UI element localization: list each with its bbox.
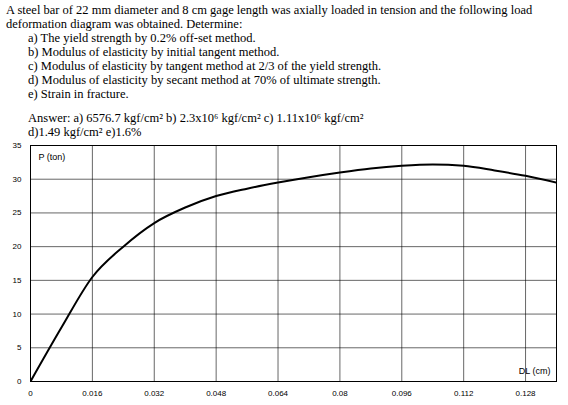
svg-text:5: 5 [17, 343, 22, 352]
html-text:a) The yield strength by 0.2%: a) The yield strength by 0.2% off-set me… [28, 31, 256, 45]
svg-text:0.048: 0.048 [206, 389, 227, 398]
html-text:d) Modulus of elasticity by se: d) Modulus of elasticity by secant metho… [28, 73, 381, 87]
html-text:d)1.49 kgf/cm² e)1.6%: d)1.49 kgf/cm² e)1.6% [28, 125, 142, 139]
svg-text:0: 0 [28, 389, 33, 398]
svg-text:P (ton): P (ton) [39, 152, 66, 162]
svg-text:10: 10 [13, 310, 22, 319]
svg-text:0.08: 0.08 [332, 389, 348, 398]
svg-text:20: 20 [13, 242, 22, 251]
svg-text:0.128: 0.128 [516, 389, 537, 398]
svg-text:30: 30 [13, 175, 22, 184]
svg-text:0.064: 0.064 [268, 389, 289, 398]
html-text:b) Modulus of elasticity by in: b) Modulus of elasticity by initial tang… [28, 45, 280, 59]
svg-text:35: 35 [13, 141, 22, 150]
html-text:c) Modulus of elasticity by ta: c) Modulus of elasticity by tangent meth… [28, 59, 382, 73]
svg-text:0: 0 [17, 377, 22, 386]
svg-text:0.016: 0.016 [82, 389, 103, 398]
svg-text:0.096: 0.096 [392, 389, 413, 398]
svg-text:15: 15 [13, 276, 22, 285]
html-text:A steel bar of 22 mm diameter: A steel bar of 22 mm diameter and 8 cm g… [6, 3, 533, 31]
svg-text:DL (cm): DL (cm) [519, 366, 551, 376]
html-text:Answer: a) 6576.7 kgf/cm² b) 2: Answer: a) 6576.7 kgf/cm² b) 2.3x10⁶ kgf… [28, 111, 364, 125]
svg-text:0.112: 0.112 [454, 389, 474, 398]
svg-text:0.032: 0.032 [144, 389, 165, 398]
html-text:e) Strain in fracture.: e) Strain in fracture. [28, 87, 129, 101]
svg-text:25: 25 [13, 208, 22, 217]
